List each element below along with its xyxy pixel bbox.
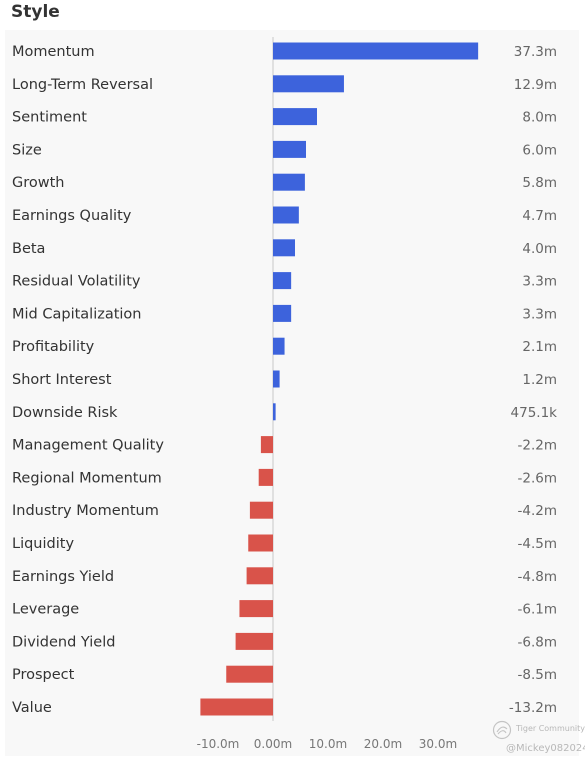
category-label: Downside Risk xyxy=(12,405,118,421)
tiger-logo-icon xyxy=(492,720,512,740)
value-label: 4.7m xyxy=(522,208,557,224)
bar xyxy=(273,140,306,158)
category-label: Regional Momentum xyxy=(12,470,162,486)
category-label: Liquidity xyxy=(12,536,74,552)
value-label: -4.5m xyxy=(518,536,558,552)
bar xyxy=(200,698,273,716)
x-tick-label: 10.0m xyxy=(309,737,347,751)
category-label: Size xyxy=(12,142,42,158)
value-label: -2.2m xyxy=(518,438,558,454)
bar xyxy=(273,173,305,191)
category-label: Long-Term Reversal xyxy=(12,77,153,93)
value-label: -4.8m xyxy=(518,569,558,585)
x-tick-label: 20.0m xyxy=(364,737,402,751)
x-tick-label: -10.0m xyxy=(197,737,240,751)
bar xyxy=(273,403,276,421)
value-label: 37.3m xyxy=(514,44,557,60)
value-label: -13.2m xyxy=(509,700,557,716)
value-label: 5.8m xyxy=(522,175,557,191)
bar xyxy=(273,337,285,355)
bar xyxy=(239,600,273,618)
value-label: -8.5m xyxy=(518,667,558,683)
category-label: Beta xyxy=(12,241,45,257)
bar xyxy=(273,75,344,93)
bar xyxy=(235,632,273,650)
bar xyxy=(248,534,273,552)
category-label: Profitability xyxy=(12,339,95,355)
bar xyxy=(273,42,479,60)
bar xyxy=(226,665,273,683)
bar xyxy=(273,272,292,290)
chart-title: Style xyxy=(11,2,60,22)
category-label: Residual Volatility xyxy=(12,274,141,290)
category-label: Earnings Quality xyxy=(12,208,132,224)
category-label: Prospect xyxy=(12,667,75,683)
watermark-user: @Mickey082024 xyxy=(506,743,585,754)
bar xyxy=(273,304,292,322)
bar xyxy=(273,239,295,257)
category-label: Short Interest xyxy=(12,372,112,388)
bar xyxy=(249,501,273,519)
category-label: Management Quality xyxy=(12,438,164,454)
category-label: Industry Momentum xyxy=(12,503,159,519)
category-label: Mid Capitalization xyxy=(12,306,142,322)
value-label: 475.1k xyxy=(511,405,558,421)
value-label: 4.0m xyxy=(522,241,557,257)
category-label: Dividend Yield xyxy=(12,634,115,650)
x-tick-label: 30.0m xyxy=(419,737,457,751)
value-label: 6.0m xyxy=(522,142,557,158)
value-label: -6.8m xyxy=(518,634,558,650)
value-label: 12.9m xyxy=(514,77,557,93)
watermark: Tiger Community @Mickey082024 xyxy=(492,720,585,760)
value-label: 8.0m xyxy=(522,110,557,126)
value-label: 3.3m xyxy=(522,306,557,322)
bar xyxy=(246,567,273,585)
bar xyxy=(273,108,317,126)
bar xyxy=(273,206,299,224)
category-label: Earnings Yield xyxy=(12,569,114,585)
category-label: Growth xyxy=(12,175,65,191)
bar xyxy=(258,468,273,486)
category-label: Sentiment xyxy=(12,110,87,126)
bar xyxy=(260,436,273,454)
value-label: 1.2m xyxy=(522,372,557,388)
value-label: -2.6m xyxy=(518,470,558,486)
category-label: Value xyxy=(12,700,52,716)
value-label: 3.3m xyxy=(522,274,557,290)
value-label: -6.1m xyxy=(518,602,558,618)
value-label: 2.1m xyxy=(522,339,557,355)
x-tick-label: 0.00m xyxy=(254,737,292,751)
bar xyxy=(273,370,280,388)
category-label: Momentum xyxy=(12,44,95,60)
value-label: -4.2m xyxy=(518,503,558,519)
watermark-brand: Tiger Community xyxy=(516,724,585,733)
category-label: Leverage xyxy=(12,602,79,618)
